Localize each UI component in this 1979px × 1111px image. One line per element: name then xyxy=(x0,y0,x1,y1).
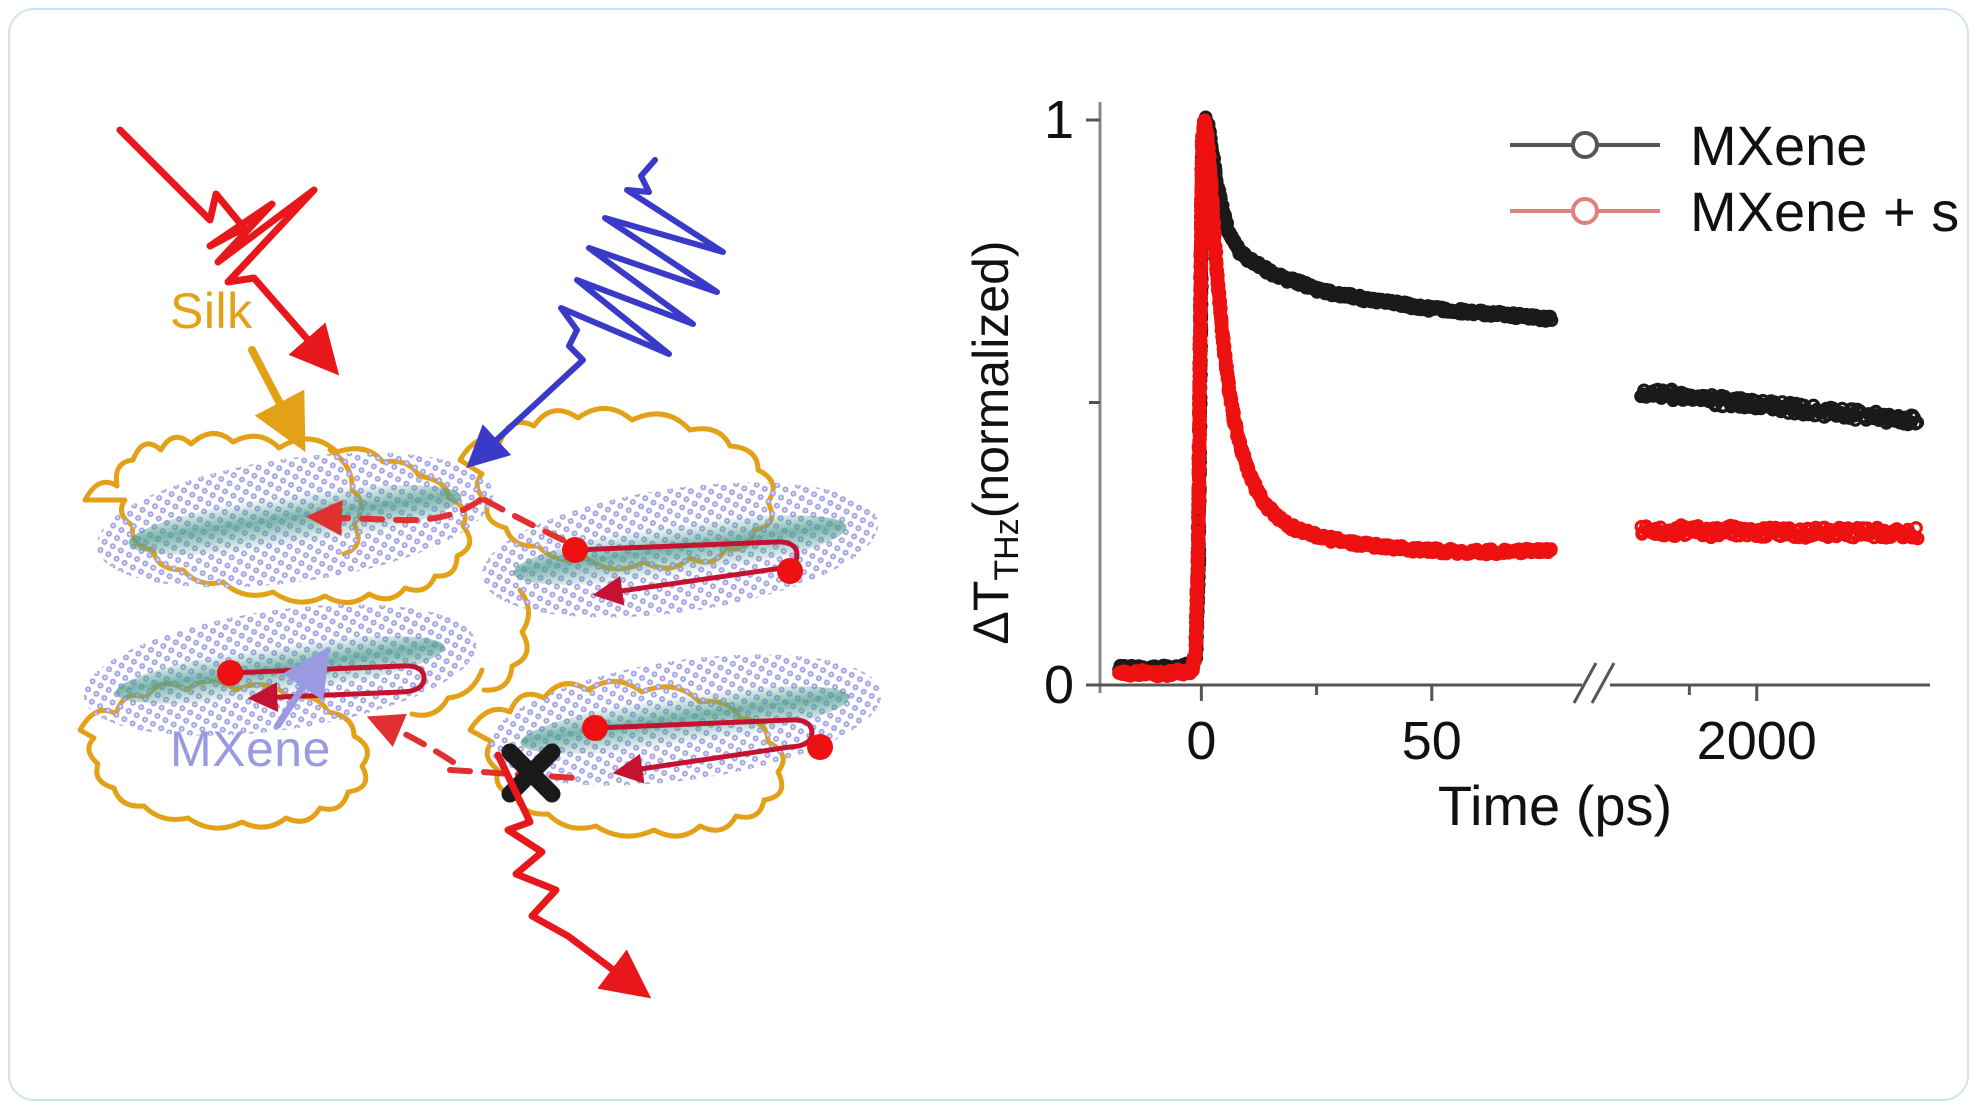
chart-tick-labels: 1 0 0 50 2000 xyxy=(1044,90,1817,771)
legend-item-0[interactable]: MXene xyxy=(1510,114,1867,177)
pump-pulse-top-icon xyxy=(116,126,340,376)
probe-pulse-icon xyxy=(466,157,726,469)
chart-curves xyxy=(1112,110,1925,684)
legend-label-0: MXene xyxy=(1690,114,1867,177)
svg-text:ΔTTHz(normalized): ΔTTHz(normalized) xyxy=(963,240,1026,644)
carrier-dots xyxy=(217,537,833,760)
mxene-flake-top-left xyxy=(96,452,494,588)
mxene-label: MXene xyxy=(170,721,331,777)
svg-text:Time (ps): Time (ps) xyxy=(1438,774,1672,837)
svg-text:0: 0 xyxy=(1186,711,1216,771)
legend-item-1[interactable]: MXene + silk xyxy=(1510,180,1960,243)
series-mxene-silk xyxy=(1112,113,1925,684)
mxene-pointer-arrow xyxy=(274,646,330,729)
svg-text:1: 1 xyxy=(1044,90,1074,150)
chart-axis-titles: Time (ps) ΔTTHz(normalized) xyxy=(963,240,1672,837)
silk-label: Silk xyxy=(170,283,253,339)
chart-axes xyxy=(1086,102,1930,704)
schematic-panel: Silk MXene xyxy=(30,30,950,1070)
interflake-hopping-paths xyxy=(306,497,578,781)
mxene-flake-top-right xyxy=(481,482,879,618)
svg-text:0: 0 xyxy=(1044,655,1074,715)
svg-text:2000: 2000 xyxy=(1697,711,1817,771)
silk-pointer-arrow xyxy=(248,346,306,453)
svg-text:50: 50 xyxy=(1402,711,1462,771)
pump-pulse-bottom-icon xyxy=(494,751,652,999)
legend-label-1: MXene + silk xyxy=(1690,180,1960,243)
